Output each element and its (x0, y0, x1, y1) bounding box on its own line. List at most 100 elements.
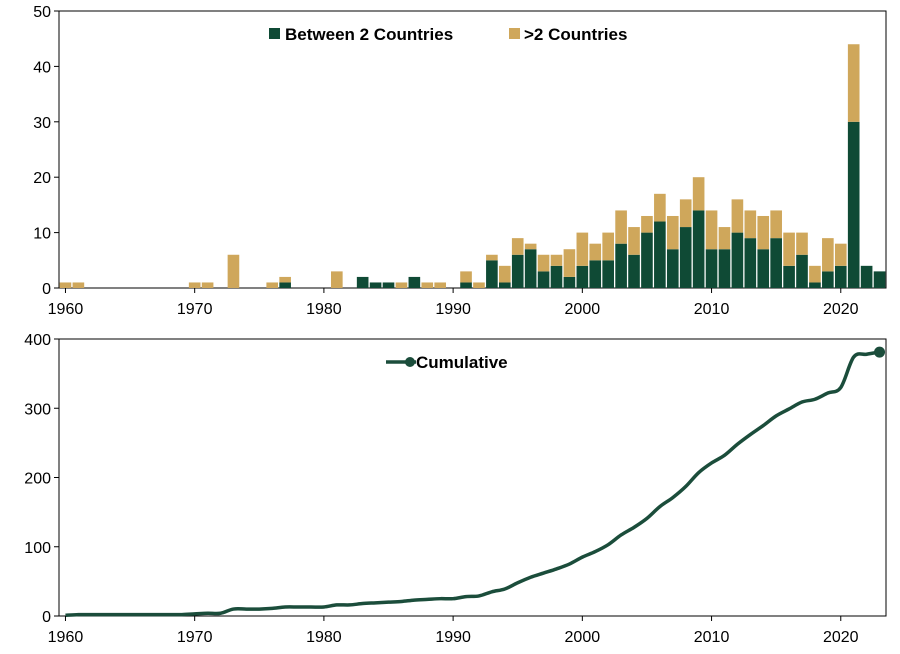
bar-more-than-2-1994 (498, 265, 511, 283)
bar-plot-frame (58, 10, 887, 289)
bar-more-than-2-2011 (718, 227, 731, 250)
bar-xtick-label-1960: 1960 (48, 301, 84, 318)
bar-between-2-2012 (731, 232, 744, 288)
bar-between-2-1995 (511, 254, 524, 288)
line-xtick-label-2000: 2000 (565, 629, 601, 646)
bar-more-than-2-2003 (615, 210, 627, 244)
line-ytick-label-300: 300 (24, 401, 51, 418)
bar-between-2-2003 (615, 243, 627, 288)
bar-between-2-1985 (382, 282, 395, 288)
bar-between-2-2013 (744, 238, 757, 288)
legend-marker-cumulative (405, 357, 415, 367)
bar-more-than-2-2005 (641, 215, 653, 233)
bar-between-2-2019 (822, 271, 834, 288)
bar-between-2-1996 (524, 249, 537, 288)
bar-between-2-1987 (408, 276, 421, 288)
bar-more-than-2-1997 (537, 254, 550, 272)
legend-label-cumulative: Cumulative (416, 353, 508, 372)
bar-more-than-2-2016 (783, 232, 795, 266)
line-ytick-label-0: 0 (42, 609, 51, 626)
bar-between-2-2004 (628, 254, 640, 288)
bar-more-than-2-1992 (473, 282, 485, 288)
bar-between-2-2018 (809, 282, 821, 288)
bar-more-than-2-2019 (822, 238, 834, 272)
bar-between-2-2021 (847, 121, 860, 288)
bar-more-than-2-1993 (486, 254, 498, 261)
bar-xtick-label-2020: 2020 (823, 301, 859, 318)
bar-more-than-2-2004 (628, 227, 640, 255)
bar-more-than-2-2010 (705, 210, 718, 250)
bar-between-2-2014 (757, 249, 770, 288)
bar-between-2-2011 (718, 249, 731, 288)
bar-between-2-2009 (692, 210, 705, 288)
bar-between-2-1984 (369, 282, 382, 288)
bar-between-2-2023 (873, 271, 886, 288)
bar-ytick-label-50: 50 (33, 4, 51, 21)
bar-between-2-2016 (783, 265, 795, 288)
bar-more-than-2-2007 (666, 215, 679, 250)
bar-ytick-label-40: 40 (33, 59, 51, 76)
bar-between-2-1998 (550, 265, 563, 288)
cumulative-end-point (874, 346, 886, 358)
bar-between-2-2015 (770, 238, 782, 288)
line-xtick-label-1980: 1980 (306, 629, 342, 646)
bar-between-2-2020 (834, 265, 847, 288)
bar-more-than-2-1973 (227, 254, 240, 288)
bar-between-2-2002 (602, 260, 614, 288)
bar-more-than-2-2013 (744, 210, 757, 239)
bar-xtick-label-1990: 1990 (435, 301, 471, 318)
line-plot-frame (58, 338, 887, 617)
legend-swatch-between-2 (269, 28, 280, 39)
bar-between-2-2017 (796, 254, 808, 288)
bar-more-than-2-1999 (563, 249, 576, 277)
bar-between-2-1977 (279, 282, 291, 288)
bar-more-than-2-1961 (72, 282, 85, 288)
bar-more-than-2-1991 (460, 271, 472, 283)
bar-more-than-2-1986 (395, 282, 408, 288)
bar-more-than-2-1981 (331, 271, 343, 288)
bar-more-than-2-2008 (679, 199, 692, 228)
bar-more-than-2-1970 (188, 282, 201, 288)
bar-between-2-2000 (576, 265, 589, 288)
bar-between-2-2006 (654, 221, 666, 288)
bar-between-2-2010 (705, 249, 718, 288)
bar-more-than-2-2002 (602, 232, 614, 261)
bar-more-than-2-1976 (266, 282, 279, 288)
line-ytick-label-200: 200 (24, 471, 51, 488)
bar-between-2-2022 (860, 265, 873, 288)
bar-between-2-1999 (563, 276, 576, 288)
bar-ytick-label-20: 20 (33, 170, 51, 187)
bar-more-than-2-2018 (809, 265, 821, 283)
line-ytick-label-400: 400 (24, 332, 51, 349)
line-ytick-label-100: 100 (24, 540, 51, 557)
bar-more-than-2-1977 (279, 276, 291, 283)
bar-xtick-label-1970: 1970 (177, 301, 213, 318)
bar-more-than-2-1989 (434, 282, 447, 288)
bar-more-than-2-2017 (796, 232, 808, 255)
bar-between-2-1997 (537, 271, 550, 288)
bar-more-than-2-1995 (511, 238, 524, 255)
bar-between-2-2007 (666, 249, 679, 288)
bar-more-than-2-2021 (847, 44, 860, 122)
bar-xtick-label-2000: 2000 (565, 301, 601, 318)
bar-more-than-2-2000 (576, 232, 589, 266)
bar-between-2-1991 (460, 282, 472, 288)
bar-more-than-2-2001 (589, 243, 602, 261)
bar-more-than-2-2012 (731, 199, 744, 233)
line-xtick-label-1970: 1970 (177, 629, 213, 646)
bar-between-2-2001 (589, 260, 602, 288)
bar-more-than-2-1960 (59, 282, 72, 288)
legend-label-more-than-2: >2 Countries (524, 25, 627, 44)
bar-more-than-2-1996 (524, 243, 537, 250)
legend-label-between-2: Between 2 Countries (285, 25, 453, 44)
cumulative-line (65, 350, 880, 618)
bar-between-2-1983 (356, 276, 369, 288)
bar-more-than-2-2015 (770, 210, 782, 239)
bar-ytick-label-10: 10 (33, 226, 51, 243)
bar-between-2-2008 (679, 227, 692, 288)
bar-more-than-2-1998 (550, 254, 563, 266)
bar-more-than-2-2006 (654, 193, 666, 222)
bar-between-2-1994 (498, 282, 511, 288)
line-xtick-label-1960: 1960 (48, 629, 84, 646)
